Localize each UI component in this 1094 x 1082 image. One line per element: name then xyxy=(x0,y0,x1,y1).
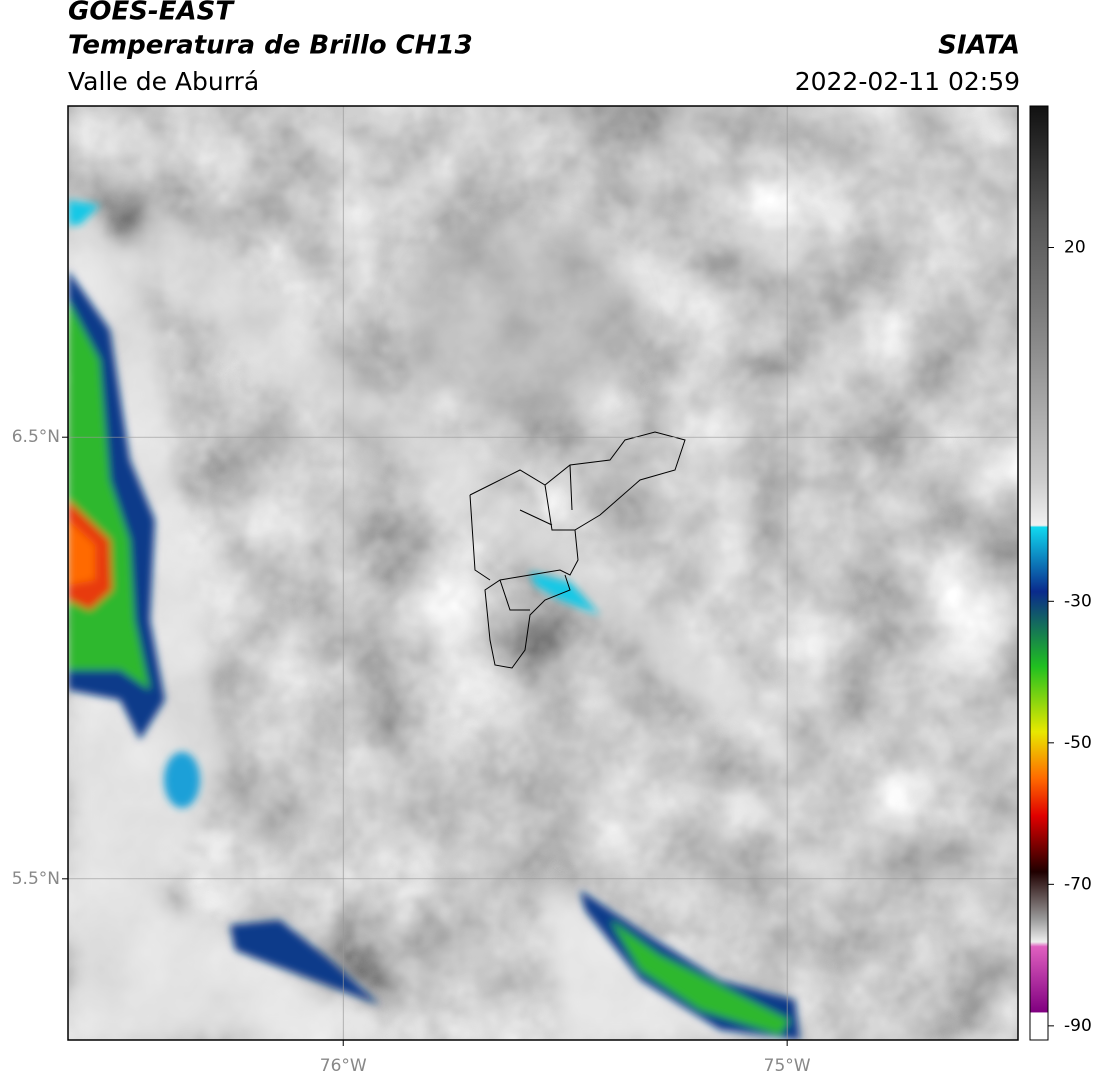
lat-label: 5.5°N xyxy=(12,869,60,889)
colorbar-tick-label: -50 xyxy=(1064,733,1092,753)
colorbar-tick-label: -30 xyxy=(1064,591,1092,611)
title: GOES-EAST xyxy=(68,0,235,27)
graticule: 6.5°N 5.5°N 76°W 75°W xyxy=(12,106,1018,1076)
cold-tops xyxy=(68,200,800,1040)
source: SIATA xyxy=(938,31,1020,61)
lon-label: 75°W xyxy=(764,1056,811,1076)
colorbar-ramp xyxy=(1029,105,1049,1041)
region: Valle de Aburrá xyxy=(68,67,259,96)
map-frame xyxy=(67,105,1019,1041)
colorbar-tick-label: 20 xyxy=(1064,238,1086,258)
colorbar-tick-label: -90 xyxy=(1064,1016,1092,1036)
satellite-image xyxy=(68,106,1018,1040)
colorbar-ticks: 20 -30 -50 -70 -90 xyxy=(1048,238,1092,1036)
municipality-boundaries xyxy=(469,431,686,669)
lon-label: 76°W xyxy=(320,1056,367,1076)
datetime: 2022-02-11 02:59 xyxy=(795,67,1020,96)
lat-label: 6.5°N xyxy=(12,427,60,447)
subtitle: Temperatura de Brillo CH13 xyxy=(68,31,473,61)
colorbar-tick-label: -70 xyxy=(1064,874,1092,894)
